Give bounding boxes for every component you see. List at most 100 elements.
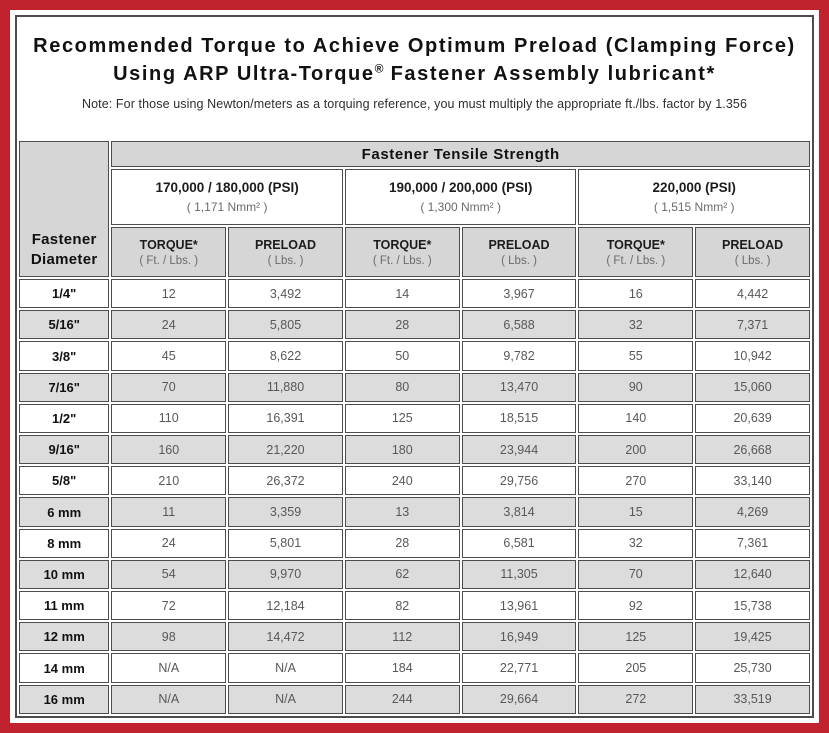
value-cell: 9,782 xyxy=(461,341,577,371)
torque-header-3: TORQUE*( Ft. / Lbs. ) xyxy=(578,227,694,277)
value-cell: 8,622 xyxy=(228,341,343,371)
table-row: 12 mm 98 14,472 112 16,949 125 19,425 xyxy=(19,622,810,652)
table-row: 8 mm 24 5,801 28 6,581 32 7,361 xyxy=(19,528,810,558)
value-cell: 29,756 xyxy=(461,466,577,496)
value-cell: 45 xyxy=(111,341,227,371)
diameter-cell: 1/4" xyxy=(19,279,110,309)
value-cell: 3,967 xyxy=(461,279,577,309)
torque-preload-header-row: TORQUE*( Ft. / Lbs. ) PRELOAD( Lbs. ) TO… xyxy=(19,227,810,277)
value-cell: 12,640 xyxy=(695,559,810,590)
value-cell: 270 xyxy=(578,466,694,496)
table-body: 1/4" 12 3,492 14 3,967 16 4,442 5/16" 24 5,805 28 6… xyxy=(19,279,810,714)
table-row: 3/8" 45 8,622 50 9,782 55 10,942 xyxy=(19,341,810,371)
value-cell: 32 xyxy=(578,528,694,558)
diameter-cell: 6 mm xyxy=(19,497,110,527)
diameter-cell: 12 mm xyxy=(19,622,110,652)
value-cell: 80 xyxy=(344,372,460,402)
diameter-cell: 10 mm xyxy=(19,559,110,590)
table-row: 7/16" 70 11,880 80 13,470 90 15,060 xyxy=(19,372,810,402)
value-cell: 25,730 xyxy=(695,653,810,683)
value-cell: 140 xyxy=(578,403,694,434)
value-cell: 98 xyxy=(111,622,227,652)
diameter-cell: 8 mm xyxy=(19,528,110,558)
value-cell: 3,814 xyxy=(461,497,577,527)
value-cell: 23,944 xyxy=(461,435,577,465)
value-cell: 15,738 xyxy=(695,591,810,621)
value-cell: 9,970 xyxy=(228,559,343,590)
value-cell: 112 xyxy=(344,622,460,652)
table-header: Fastener Diameter Fastener Tensile Streng… xyxy=(19,141,810,277)
value-cell: 20,639 xyxy=(695,403,810,434)
table-row: 5/8" 210 26,372 240 29,756 270 33,140 xyxy=(19,466,810,496)
value-cell: 13,961 xyxy=(461,591,577,621)
value-cell: 205 xyxy=(578,653,694,683)
preload-header-2: PRELOAD( Lbs. ) xyxy=(461,227,577,277)
value-cell: 272 xyxy=(578,684,694,714)
value-cell: 180 xyxy=(344,435,460,465)
value-cell: 14,472 xyxy=(228,622,343,652)
value-cell: 72 xyxy=(111,591,227,621)
value-cell: 82 xyxy=(344,591,460,621)
content-frame: Recommended Torque to Achieve Optimum Pr… xyxy=(15,15,814,718)
table-row: 14 mm N/A N/A 184 22,771 205 25,730 xyxy=(19,653,810,683)
diameter-cell: 3/8" xyxy=(19,341,110,371)
table-row: 11 mm 72 12,184 82 13,961 92 15,738 xyxy=(19,591,810,621)
value-cell: 11,880 xyxy=(228,372,343,402)
registered-trademark-symbol: ® xyxy=(374,61,384,75)
value-cell: 13 xyxy=(344,497,460,527)
value-cell: 92 xyxy=(578,591,694,621)
value-cell: 7,361 xyxy=(695,528,810,558)
diameter-cell: 7/16" xyxy=(19,372,110,402)
value-cell: 240 xyxy=(344,466,460,496)
diameter-cell: 16 mm xyxy=(19,684,110,714)
value-cell: 13,470 xyxy=(461,372,577,402)
value-cell: 5,801 xyxy=(228,528,343,558)
value-cell: 54 xyxy=(111,559,227,590)
value-cell: 110 xyxy=(111,403,227,434)
value-cell: 244 xyxy=(344,684,460,714)
page-background: Recommended Torque to Achieve Optimum Pr… xyxy=(10,10,819,723)
torque-table: Fastener Diameter Fastener Tensile Streng… xyxy=(17,139,812,716)
value-cell: 11,305 xyxy=(461,559,577,590)
table-row: 5/16" 24 5,805 28 6,588 32 7,371 xyxy=(19,310,810,340)
psi-group-220: 220,000 (PSI) ( 1,515 Nmm² ) xyxy=(578,169,810,225)
table-row: 9/16" 160 21,220 180 23,944 200 26,668 xyxy=(19,435,810,465)
value-cell: 4,442 xyxy=(695,279,810,309)
value-cell: 26,372 xyxy=(228,466,343,496)
value-cell: 200 xyxy=(578,435,694,465)
tensile-strength-header: Fastener Tensile Strength xyxy=(111,141,810,167)
value-cell: 26,668 xyxy=(695,435,810,465)
table-row: 6 mm 11 3,359 13 3,814 15 4,269 xyxy=(19,497,810,527)
diameter-cell: 1/2" xyxy=(19,403,110,434)
value-cell: 11 xyxy=(111,497,227,527)
value-cell: N/A xyxy=(111,684,227,714)
value-cell: 16 xyxy=(578,279,694,309)
value-cell: 210 xyxy=(111,466,227,496)
value-cell: N/A xyxy=(111,653,227,683)
value-cell: 6,581 xyxy=(461,528,577,558)
diameter-cell: 11 mm xyxy=(19,591,110,621)
value-cell: 184 xyxy=(344,653,460,683)
value-cell: 28 xyxy=(344,528,460,558)
value-cell: 50 xyxy=(344,341,460,371)
value-cell: 24 xyxy=(111,528,227,558)
page-title: Recommended Torque to Achieve Optimum Pr… xyxy=(17,33,812,88)
value-cell: 22,771 xyxy=(461,653,577,683)
note-text: Note: For those using Newton/meters as a… xyxy=(81,96,747,111)
title-block: Recommended Torque to Achieve Optimum Pr… xyxy=(17,17,812,139)
value-cell: 5,805 xyxy=(228,310,343,340)
value-cell: 4,269 xyxy=(695,497,810,527)
value-cell: 70 xyxy=(578,559,694,590)
title-line-2: Using ARP Ultra-Torque® Fastener Assembl… xyxy=(113,61,716,85)
value-cell: N/A xyxy=(228,653,343,683)
value-cell: 19,425 xyxy=(695,622,810,652)
value-cell: 14 xyxy=(344,279,460,309)
fastener-diameter-header: Fastener Diameter xyxy=(19,141,110,277)
diameter-cell: 14 mm xyxy=(19,653,110,683)
value-cell: 55 xyxy=(578,341,694,371)
value-cell: 10,942 xyxy=(695,341,810,371)
title-line-1: Recommended Torque to Achieve Optimum Pr… xyxy=(33,35,796,57)
value-cell: 18,515 xyxy=(461,403,577,434)
diameter-cell: 5/16" xyxy=(19,310,110,340)
psi-group-row: 170,000 / 180,000 (PSI) ( 1,171 Nmm² ) 1… xyxy=(19,169,810,225)
